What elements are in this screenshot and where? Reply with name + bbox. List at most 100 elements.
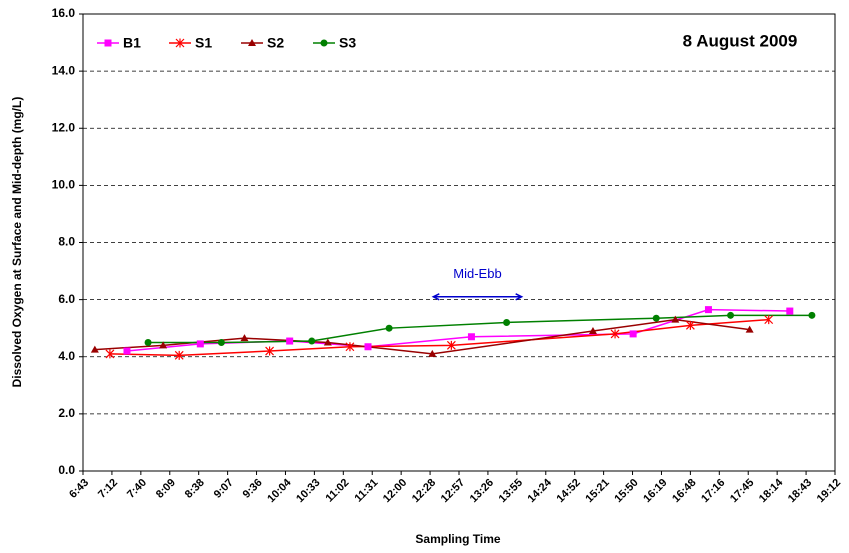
marker-shape bbox=[144, 338, 152, 346]
y-tick-label: 8.0 bbox=[58, 235, 75, 249]
marker bbox=[727, 311, 735, 319]
annotation-text: Mid-Ebb bbox=[453, 266, 501, 281]
marker bbox=[610, 329, 620, 339]
marker bbox=[467, 333, 475, 341]
x-tick-label: 18:43 bbox=[786, 477, 814, 505]
x-tick-label: 12:28 bbox=[410, 477, 438, 505]
x-tick-label: 17:16 bbox=[699, 477, 727, 505]
marker-shape bbox=[323, 338, 332, 346]
marker-shape bbox=[671, 315, 680, 323]
marker-shape bbox=[174, 350, 184, 360]
y-tick-label: 6.0 bbox=[58, 292, 75, 306]
series-line bbox=[94, 318, 750, 355]
marker bbox=[174, 350, 184, 360]
marker bbox=[308, 337, 316, 345]
x-tick-label: 9:36 bbox=[241, 477, 265, 501]
marker-shape bbox=[217, 338, 225, 346]
marker-shape bbox=[320, 39, 328, 47]
marker bbox=[123, 347, 131, 355]
x-tick-label: 11:02 bbox=[324, 477, 352, 505]
legend-label: S3 bbox=[339, 35, 356, 51]
marker bbox=[629, 330, 637, 338]
x-tick-label: 13:55 bbox=[497, 477, 525, 505]
marker-shape bbox=[446, 340, 456, 350]
marker bbox=[159, 341, 168, 349]
marker-shape bbox=[123, 347, 131, 355]
marker bbox=[265, 346, 275, 356]
marker-shape bbox=[105, 349, 115, 359]
marker bbox=[652, 314, 660, 322]
marker-shape bbox=[240, 334, 249, 342]
x-tick-label: 15:50 bbox=[612, 477, 640, 505]
marker-shape bbox=[248, 39, 256, 46]
marker-shape bbox=[610, 329, 620, 339]
marker-shape bbox=[308, 337, 316, 345]
x-tick-label: 16:19 bbox=[641, 477, 669, 505]
marker-shape bbox=[159, 341, 168, 349]
x-tick-label: 9:07 bbox=[212, 477, 236, 501]
x-tick-label: 14:24 bbox=[526, 476, 555, 505]
series-line bbox=[126, 308, 790, 352]
marker-shape bbox=[385, 324, 393, 332]
marker-shape bbox=[764, 315, 774, 325]
marker-shape bbox=[685, 320, 695, 330]
legend-label: S1 bbox=[195, 35, 212, 51]
x-tick-label: 15:21 bbox=[583, 477, 611, 505]
marker bbox=[323, 338, 332, 346]
marker bbox=[588, 327, 597, 335]
legend-label: B1 bbox=[123, 35, 141, 51]
marker bbox=[196, 340, 204, 348]
marker-shape bbox=[467, 333, 475, 341]
y-tick-label: 10.0 bbox=[52, 178, 76, 192]
plot-border bbox=[82, 13, 836, 472]
marker bbox=[248, 39, 256, 46]
marker-shape bbox=[265, 346, 275, 356]
x-tick-label: 18:14 bbox=[757, 476, 786, 505]
marker bbox=[704, 306, 712, 314]
x-tick-label: 16:48 bbox=[670, 477, 698, 505]
x-tick-label: 7:40 bbox=[125, 477, 149, 501]
y-tick-label: 4.0 bbox=[58, 349, 75, 363]
marker bbox=[671, 315, 680, 323]
x-tick-label: 7:12 bbox=[96, 477, 120, 501]
marker-shape bbox=[286, 337, 294, 345]
marker bbox=[105, 349, 115, 359]
marker-shape bbox=[745, 325, 754, 333]
marker-shape bbox=[104, 39, 112, 47]
x-tick-label: 17:45 bbox=[728, 477, 756, 505]
marker bbox=[385, 324, 393, 332]
series-line bbox=[109, 318, 769, 357]
marker bbox=[764, 315, 774, 325]
marker bbox=[428, 349, 437, 357]
marker bbox=[503, 318, 511, 326]
marker-shape bbox=[629, 330, 637, 338]
y-tick-label: 14.0 bbox=[52, 63, 76, 77]
marker-shape bbox=[808, 311, 816, 319]
marker bbox=[175, 38, 185, 48]
marker-shape bbox=[727, 311, 735, 319]
marker-shape bbox=[704, 306, 712, 314]
x-tick-label: 12:00 bbox=[381, 477, 409, 505]
marker bbox=[364, 343, 372, 351]
marker bbox=[144, 338, 152, 346]
marker bbox=[786, 307, 794, 315]
x-tick-label: 8:38 bbox=[183, 477, 207, 501]
x-tick-label: 12:57 bbox=[439, 477, 467, 505]
marker-shape bbox=[588, 327, 597, 335]
annotation-arrow bbox=[431, 293, 524, 301]
x-tick-label: 8:09 bbox=[154, 477, 178, 501]
marker-shape bbox=[345, 342, 355, 352]
x-tick-label: 6:43 bbox=[67, 477, 91, 501]
series-line bbox=[148, 314, 812, 344]
marker bbox=[104, 39, 112, 47]
marker bbox=[240, 334, 249, 342]
x-tick-label: 11:31 bbox=[352, 477, 380, 505]
y-tick-label: 16.0 bbox=[52, 6, 76, 20]
x-tick-label: 10:04 bbox=[265, 476, 294, 505]
marker-shape bbox=[196, 340, 204, 348]
marker-shape bbox=[428, 349, 437, 357]
marker bbox=[685, 320, 695, 330]
x-tick-label: 19:12 bbox=[815, 477, 843, 505]
x-axis-label: Sampling Time bbox=[415, 532, 500, 546]
